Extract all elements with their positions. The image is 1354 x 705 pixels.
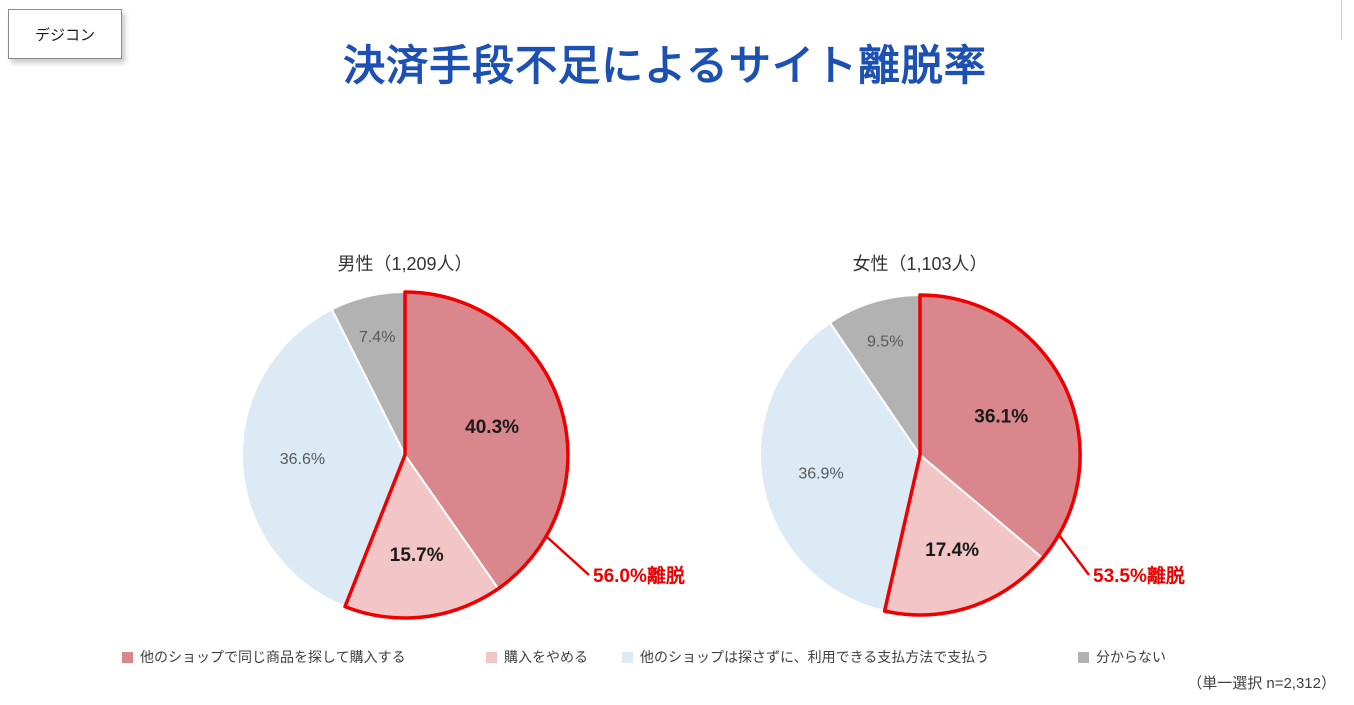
legend-label: 他のショップで同じ商品を探して購入する — [140, 649, 406, 665]
page-title: 決済手段不足によるサイト離脱率 — [343, 42, 987, 89]
exit-outline — [882, 293, 1082, 617]
pie-slice — [828, 293, 921, 459]
pie-slice-label: 17.4% — [925, 540, 979, 561]
legend-item: 他のショップで同じ商品を探して購入する — [122, 648, 406, 666]
pie-slice-label: 9.5% — [867, 333, 903, 350]
pie-slice-label: 36.9% — [798, 465, 843, 482]
pie-slice-label: 40.3% — [465, 417, 519, 438]
pie-title-male: 男性（1,209人） — [337, 254, 473, 274]
pie-slice-label: 7.4% — [359, 329, 395, 346]
legend-swatch — [1078, 651, 1089, 663]
legend-item: 他のショップは探さずに、利用できる支払方法で支払う — [622, 648, 989, 666]
legend-swatch — [122, 651, 133, 663]
pie-slice — [759, 321, 922, 613]
pie-chart-female: 36.1% 17.4% 36.9% 9.5% 53.5%離脱 — [759, 293, 1185, 617]
legend-swatch — [486, 651, 497, 663]
exit-leader-line — [1058, 534, 1091, 576]
exit-outline — [343, 290, 570, 620]
legend-item: 購入をやめる — [486, 648, 588, 666]
legend-label: 分からない — [1096, 649, 1166, 665]
exit-annotation: 56.0%離脱 — [593, 564, 685, 587]
legend-swatch — [622, 651, 633, 663]
pie-slice-label: 15.7% — [390, 545, 444, 566]
legend-label: 他のショップは探さずに、利用できる支払方法で支払う — [640, 649, 990, 665]
pie-slice-label: 36.1% — [974, 407, 1028, 428]
corner-badge: デジコン — [8, 9, 122, 59]
legend-label: 購入をやめる — [504, 649, 588, 665]
footnote: （単一選択 n=2,312） — [1187, 675, 1336, 692]
corner-badge-label: デジコン — [34, 26, 95, 44]
exit-annotation: 53.5%離脱 — [1093, 564, 1185, 587]
screen-edge-line — [1341, 0, 1342, 40]
pie-title-female: 女性（1,103人） — [852, 254, 988, 274]
pie-chart-male: 40.3% 15.7% 36.6% 7.4% 56.0%離脱 — [240, 290, 685, 620]
pie-slice — [240, 307, 407, 608]
exit-leader-line — [546, 536, 590, 576]
legend-item: 分からない — [1078, 648, 1166, 666]
pie-slice-label: 36.6% — [280, 451, 325, 468]
